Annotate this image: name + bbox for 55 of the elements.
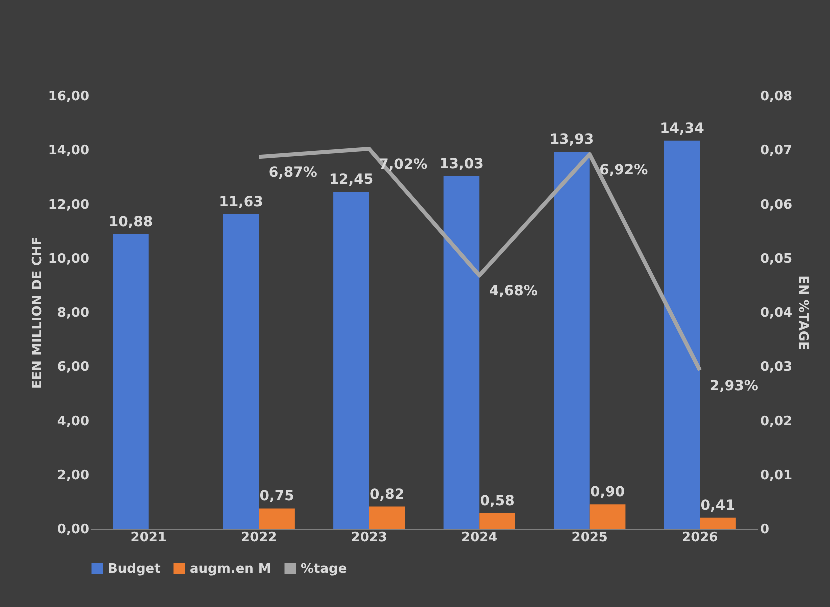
data-label: 0,90 [590,484,626,501]
y-tick-label: 16,00 [48,90,90,104]
data-label: 14,34 [660,120,705,137]
data-label: 6,92% [600,162,648,178]
data-label: 13,03 [440,156,484,172]
y2-tick-label: 0,07 [760,144,793,159]
legend-label: Budget [108,562,161,577]
y-tick-label: 8,00 [57,306,90,321]
legend-label: %tage [301,562,348,577]
y-tick-label: 2,00 [57,468,90,484]
y2-tick-label: 0,05 [760,252,793,267]
y2-tick-label: 0,08 [760,90,793,104]
x-tick-label: 2026 [682,530,718,546]
bar [334,192,370,529]
data-label: 0,82 [370,486,405,503]
data-label: 4,68% [489,284,538,300]
bar [259,508,295,529]
y2-tick-label: 0,04 [760,306,793,321]
data-label: 2,93% [710,378,758,394]
bar [480,513,516,529]
data-label: 0,58 [480,493,515,510]
data-label: 0,41 [700,498,736,514]
x-tick-label: 2022 [241,530,278,546]
bar [590,504,626,529]
y-tick-label: 6,00 [57,360,90,376]
bar [113,234,149,529]
x-tick-label: 2021 [130,530,167,546]
y-tick-label: 14,00 [48,144,90,159]
bar [664,140,700,529]
bar [700,518,736,529]
data-label: 13,93 [550,132,594,148]
y2-tick-label: 0,02 [760,414,793,430]
y-tick-label: 12,00 [48,198,90,213]
data-label: 11,63 [219,194,264,210]
data-label: 0,75 [260,488,294,505]
bar [223,214,260,529]
y-tick-label: 4,00 [57,414,90,430]
x-tick-label: 2024 [462,530,498,546]
bar [369,506,406,529]
data-label: 12,45 [329,172,374,188]
y2-tick-label: 0 [760,522,770,538]
y-tick-label: 10,00 [48,252,90,267]
y2-axis-title: EN %TAGE [796,276,811,350]
x-tick-label: 2023 [351,530,388,546]
y-tick-label: 0,00 [57,522,90,538]
y2-tick-label: 0,01 [760,468,793,484]
legend-label: augm.en M [190,562,272,577]
bar [444,176,480,529]
y-axis-title: EEN MILLION DE CHF [30,236,46,390]
y2-tick-label: 0,06 [760,198,793,213]
data-label: 10,88 [108,214,154,231]
bar [554,152,590,529]
x-tick-label: 2025 [572,530,608,546]
y2-tick-label: 0,03 [760,360,793,376]
data-label: 6,87% [268,165,318,182]
